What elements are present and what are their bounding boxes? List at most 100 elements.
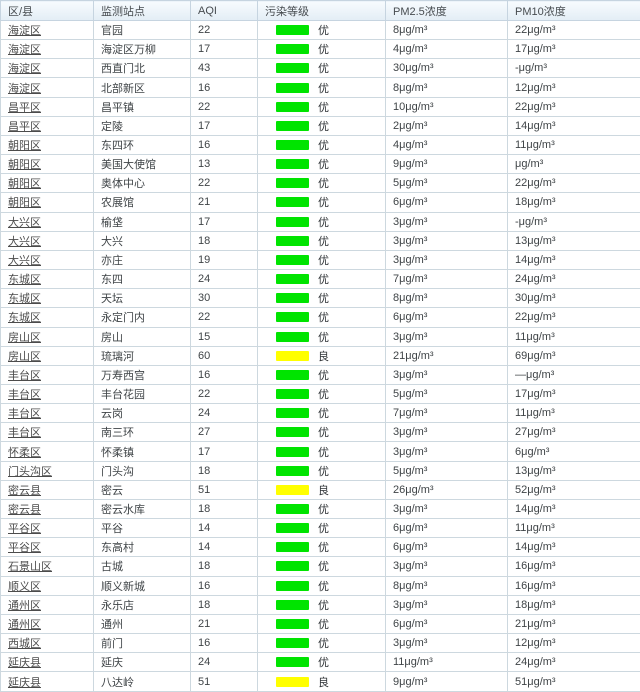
station-cell: 天坛 xyxy=(93,288,191,309)
district-link[interactable]: 密云县 xyxy=(8,484,41,497)
district-link[interactable]: 东城区 xyxy=(8,293,41,306)
district-link[interactable]: 密云县 xyxy=(8,503,41,516)
district-link[interactable]: 海淀区 xyxy=(8,82,41,95)
district-link[interactable]: 石景山区 xyxy=(8,561,52,574)
table-body: 海淀区 官园 22 优 8μg/m³ 22μg/m³ 海淀区 海淀区万柳 17 优 4μg/m³ 17… xyxy=(0,19,640,692)
station-cell: 北部新区 xyxy=(93,77,191,98)
table-row: 平谷区 东高村 14 优 6μg/m³ 14μg/m³ xyxy=(0,537,640,558)
aqi-cell: 22 xyxy=(190,307,258,328)
level-cell: 优 xyxy=(257,269,386,290)
district-link[interactable]: 昌平区 xyxy=(8,120,41,133)
table-row: 丰台区 丰台花园 22 优 5μg/m³ 17μg/m³ xyxy=(0,383,640,405)
district-link[interactable]: 房山区 xyxy=(8,350,41,363)
district-link[interactable]: 怀柔区 xyxy=(8,446,41,459)
level-badge xyxy=(276,618,309,629)
district-link[interactable]: 朝阳区 xyxy=(8,178,41,191)
pm25-cell: 9μg/m³ xyxy=(385,671,508,692)
district-link[interactable]: 门头沟区 xyxy=(8,465,52,478)
district-link[interactable]: 朝阳区 xyxy=(8,159,41,172)
station-cell: 密云水库 xyxy=(93,498,191,520)
district-link[interactable]: 通州区 xyxy=(8,618,41,631)
district-link[interactable]: 通州区 xyxy=(8,599,41,612)
district-link[interactable]: 朝阳区 xyxy=(8,197,41,210)
district-link[interactable]: 丰台区 xyxy=(8,408,41,421)
pm25-cell: 9μg/m³ xyxy=(385,154,508,175)
level-label: 优 xyxy=(318,465,329,478)
district-link[interactable]: 大兴区 xyxy=(8,216,41,229)
pm10-cell: 13μg/m³ xyxy=(507,460,640,481)
level-label: 优 xyxy=(318,599,329,612)
pm25-cell: 3μg/m³ xyxy=(385,211,508,232)
level-cell: 良 xyxy=(257,345,386,366)
aqi-cell: 18 xyxy=(190,498,258,520)
level-badge xyxy=(276,657,309,668)
pm10-cell: 22μg/m³ xyxy=(507,307,640,328)
district-link[interactable]: 东城区 xyxy=(8,312,41,325)
pm25-cell: 3μg/m³ xyxy=(385,422,508,443)
pm25-cell: 5μg/m³ xyxy=(385,383,508,405)
level-label: 良 xyxy=(318,350,329,363)
district-link[interactable]: 海淀区 xyxy=(8,63,41,76)
level-cell: 优 xyxy=(257,326,386,347)
district-link[interactable]: 朝阳区 xyxy=(8,140,41,153)
pm25-cell: 26μg/m³ xyxy=(385,479,508,500)
level-badge xyxy=(276,254,309,265)
level-cell: 优 xyxy=(257,364,386,385)
aqi-cell: 21 xyxy=(190,613,258,635)
level-cell: 优 xyxy=(257,249,386,271)
station-cell: 琉璃河 xyxy=(93,345,191,366)
header-row: 区/县 监测站点 AQI 污染等级 PM2.5浓度 PM10浓度 xyxy=(0,0,640,21)
aqi-cell: 27 xyxy=(190,422,258,443)
district-link[interactable]: 延庆县 xyxy=(8,676,41,689)
district-link[interactable]: 丰台区 xyxy=(8,369,41,382)
pm25-cell: 6μg/m³ xyxy=(385,613,508,635)
district-link[interactable]: 顺义区 xyxy=(8,580,41,593)
level-cell: 优 xyxy=(257,19,386,41)
station-cell: 前门 xyxy=(93,632,191,654)
level-badge xyxy=(276,331,309,342)
level-cell: 优 xyxy=(257,460,386,481)
pm10-cell: 14μg/m³ xyxy=(507,249,640,271)
station-cell: 西直门北 xyxy=(93,58,191,79)
district-link[interactable]: 海淀区 xyxy=(8,25,41,38)
district-cell: 延庆县 xyxy=(0,671,94,692)
district-cell: 丰台区 xyxy=(0,403,94,424)
district-link[interactable]: 西城区 xyxy=(8,638,41,651)
level-cell: 优 xyxy=(257,39,386,60)
level-badge xyxy=(276,101,309,112)
pm25-cell: 6μg/m³ xyxy=(385,192,508,213)
table-row: 密云县 密云 51 良 26μg/m³ 52μg/m³ xyxy=(0,479,640,500)
district-link[interactable]: 平谷区 xyxy=(8,523,41,536)
district-link[interactable]: 大兴区 xyxy=(8,254,41,267)
district-link[interactable]: 丰台区 xyxy=(8,389,41,402)
district-link[interactable]: 东城区 xyxy=(8,274,41,287)
station-cell: 东四环 xyxy=(93,134,191,156)
level-label: 优 xyxy=(318,523,329,536)
aqi-cell: 24 xyxy=(190,269,258,290)
pm10-cell: 14μg/m³ xyxy=(507,115,640,136)
level-cell: 优 xyxy=(257,575,386,596)
level-badge xyxy=(276,542,309,553)
level-badge xyxy=(276,638,309,649)
district-link[interactable]: 延庆县 xyxy=(8,657,41,670)
level-badge xyxy=(276,389,309,400)
table-row: 怀柔区 怀柔镇 17 优 3μg/m³ 6μg/m³ xyxy=(0,441,640,462)
level-label: 优 xyxy=(318,638,329,651)
station-cell: 东四 xyxy=(93,269,191,290)
pm10-cell: 18μg/m³ xyxy=(507,594,640,615)
aqi-cell: 16 xyxy=(190,364,258,385)
aqi-cell: 22 xyxy=(190,173,258,194)
district-link[interactable]: 丰台区 xyxy=(8,427,41,440)
pm10-cell: μg/m³ xyxy=(507,154,640,175)
district-link[interactable]: 房山区 xyxy=(8,331,41,344)
district-cell: 昌平区 xyxy=(0,96,94,117)
aqi-cell: 24 xyxy=(190,652,258,673)
aqi-cell: 22 xyxy=(190,383,258,405)
district-link[interactable]: 大兴区 xyxy=(8,235,41,248)
level-cell: 优 xyxy=(257,594,386,615)
district-link[interactable]: 昌平区 xyxy=(8,101,41,114)
district-cell: 朝阳区 xyxy=(0,134,94,156)
station-cell: 海淀区万柳 xyxy=(93,39,191,60)
district-link[interactable]: 平谷区 xyxy=(8,542,41,555)
district-link[interactable]: 海淀区 xyxy=(8,44,41,57)
